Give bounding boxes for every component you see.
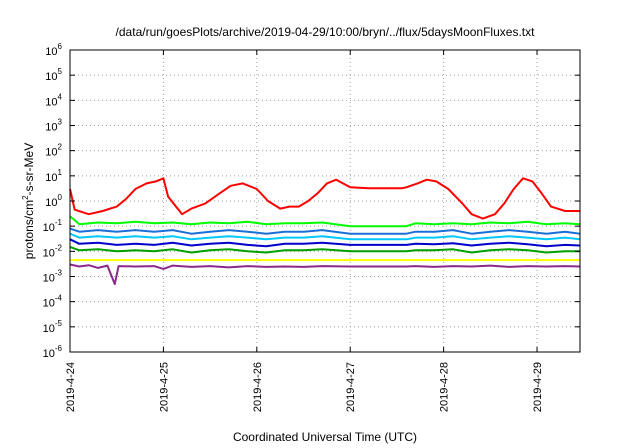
y-tick-label-base: 10: [43, 222, 55, 234]
series-line-6: [69, 245, 580, 254]
y-tick-label: 10-1: [43, 218, 63, 234]
y-axis-label-sup: 2: [21, 195, 30, 200]
y-tick-label-base: 10: [43, 298, 55, 310]
y-tick-label: 10-5: [43, 319, 63, 335]
y-tick-label-exp: -4: [55, 294, 63, 303]
y-axis-label: protons/cm2-s-sr-MeV: [21, 143, 36, 259]
y-tick-label-base: 10: [45, 96, 57, 108]
series-line-2: [69, 215, 581, 228]
x-tick-label: 2019-4-26: [252, 362, 264, 412]
y-tick-label-base: 10: [45, 71, 57, 83]
y-tick-label-base: 10: [43, 247, 55, 259]
y-tick-label-base: 10: [45, 147, 57, 159]
y-tick-label: 10-3: [43, 269, 63, 285]
x-tick-label: 2019-4-29: [532, 362, 544, 412]
y-tick-label-base: 10: [45, 172, 57, 184]
y-tick-label-base: 10: [43, 348, 55, 360]
y-tick-label: 104: [45, 92, 62, 108]
series-line-5: [69, 238, 581, 248]
y-tick-label-exp: -3: [55, 269, 63, 278]
y-tick-label-exp: 3: [58, 118, 63, 127]
y-tick-label-base: 10: [45, 46, 57, 58]
series-line-1: [69, 177, 580, 220]
y-tick-label: 10-2: [43, 243, 63, 259]
x-axis-label: Coordinated Universal Time (UTC): [233, 430, 417, 444]
y-tick-label-exp: -5: [55, 319, 63, 328]
y-tick-label-base: 10: [45, 122, 57, 134]
y-tick-label-exp: 0: [58, 193, 63, 202]
y-tick-label-exp: -1: [55, 218, 63, 227]
series-line-4: [69, 232, 581, 241]
y-tick-label-base: 10: [45, 197, 57, 209]
y-tick-label-exp: 2: [58, 143, 63, 152]
x-tick-label: 2019-4-27: [345, 362, 357, 412]
y-tick-label-exp: -6: [55, 344, 63, 353]
y-tick-label-exp: 6: [58, 42, 63, 51]
y-tick-label-exp: -2: [55, 243, 63, 252]
y-tick-label: 103: [45, 118, 62, 134]
y-tick-label: 101: [45, 168, 62, 184]
series-line-8: [69, 263, 581, 286]
y-tick-label: 102: [45, 143, 62, 159]
grid-lines: [70, 50, 580, 352]
series-line-3: [69, 227, 581, 235]
y-tick-label: 100: [45, 193, 62, 209]
y-tick-label-base: 10: [43, 323, 55, 335]
y-tick-label: 10-6: [43, 344, 63, 360]
y-axis-label-post: -s-sr-MeV: [22, 143, 36, 196]
y-axis-label-pre: protons/cm: [22, 200, 36, 259]
data-series-group: [69, 177, 581, 286]
y-tick-label-exp: 1: [58, 168, 63, 177]
x-tick-label: 2019-4-25: [158, 362, 170, 412]
y-tick-label: 10-4: [43, 294, 63, 310]
y-tick-label-exp: 5: [58, 67, 63, 76]
y-tick-label-exp: 4: [58, 92, 63, 101]
y-tick-label: 106: [45, 42, 62, 58]
axis-ticks: 10-610-510-410-310-210-11001011021031041…: [43, 42, 580, 412]
x-tick-label: 2019-4-24: [65, 362, 77, 412]
x-tick-label: 2019-4-28: [439, 362, 451, 412]
y-tick-label-base: 10: [43, 273, 55, 285]
y-tick-label: 105: [45, 67, 62, 83]
chart-title: /data/run/goesPlots/archive/2019-04-29/1…: [116, 25, 536, 39]
